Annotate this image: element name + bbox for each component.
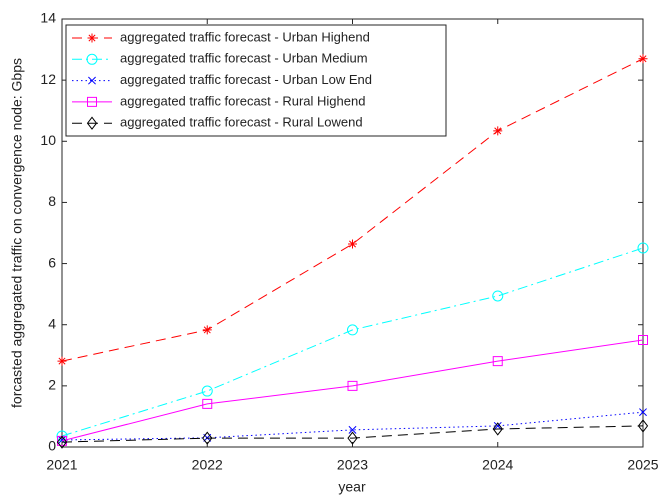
legend-text: aggregated traffic forecast - Rural Lowe… xyxy=(120,115,363,130)
marker xyxy=(493,421,502,430)
marker xyxy=(493,126,503,136)
x-axis-label: year xyxy=(338,479,366,495)
marker xyxy=(202,431,213,445)
legend-text: aggregated traffic forecast - Urban Medi… xyxy=(120,51,368,66)
marker xyxy=(638,335,648,345)
x-tick-label: 2021 xyxy=(46,457,77,473)
legend-text: aggregated traffic forecast - Rural High… xyxy=(120,93,365,108)
marker xyxy=(57,356,67,366)
x-tick-label: 2022 xyxy=(192,457,223,473)
marker xyxy=(348,239,357,249)
series-line xyxy=(61,58,644,362)
x-tick-label: 2023 xyxy=(337,457,368,473)
y-tick-label: 4 xyxy=(48,315,56,331)
legend-marker xyxy=(87,96,97,107)
x-tick-label: 2025 xyxy=(627,457,658,473)
y-tick-label: 10 xyxy=(40,132,56,148)
marker xyxy=(638,54,648,64)
marker xyxy=(347,431,358,445)
marker xyxy=(202,398,213,409)
legend-text: aggregated traffic forecast - Urban Low … xyxy=(120,72,372,87)
marker xyxy=(637,242,649,254)
marker xyxy=(348,425,357,434)
y-tick-label: 6 xyxy=(48,254,56,270)
marker xyxy=(492,290,504,302)
marker xyxy=(201,385,213,397)
y-tick-label: 8 xyxy=(48,193,56,209)
marker xyxy=(637,419,649,433)
legend-box xyxy=(65,24,447,137)
marker xyxy=(347,324,358,336)
marker xyxy=(347,380,358,391)
y-axis-label: forcasted aggregated traffic on converge… xyxy=(9,58,25,408)
legend-marker xyxy=(87,33,97,43)
series-line xyxy=(61,247,644,437)
legend-text: aggregated traffic forecast - Urban High… xyxy=(120,29,370,44)
marker xyxy=(492,422,503,436)
marker xyxy=(202,325,212,335)
plot-frame xyxy=(61,18,644,448)
legend: aggregated traffic forecast - Urban High… xyxy=(65,24,447,137)
legend-marker xyxy=(86,116,98,130)
x-tick-label: 2024 xyxy=(482,457,513,473)
marker xyxy=(639,408,647,417)
marker xyxy=(492,356,503,367)
y-tick-label: 2 xyxy=(48,377,56,393)
legend-marker xyxy=(88,76,96,85)
legend-marker xyxy=(86,53,98,65)
y-tick-label: 0 xyxy=(48,438,56,454)
y-tick-label: 14 xyxy=(40,10,56,26)
series-line xyxy=(61,425,644,443)
y-tick-label: 12 xyxy=(40,71,56,87)
marker xyxy=(56,435,68,449)
series-line xyxy=(61,339,644,442)
